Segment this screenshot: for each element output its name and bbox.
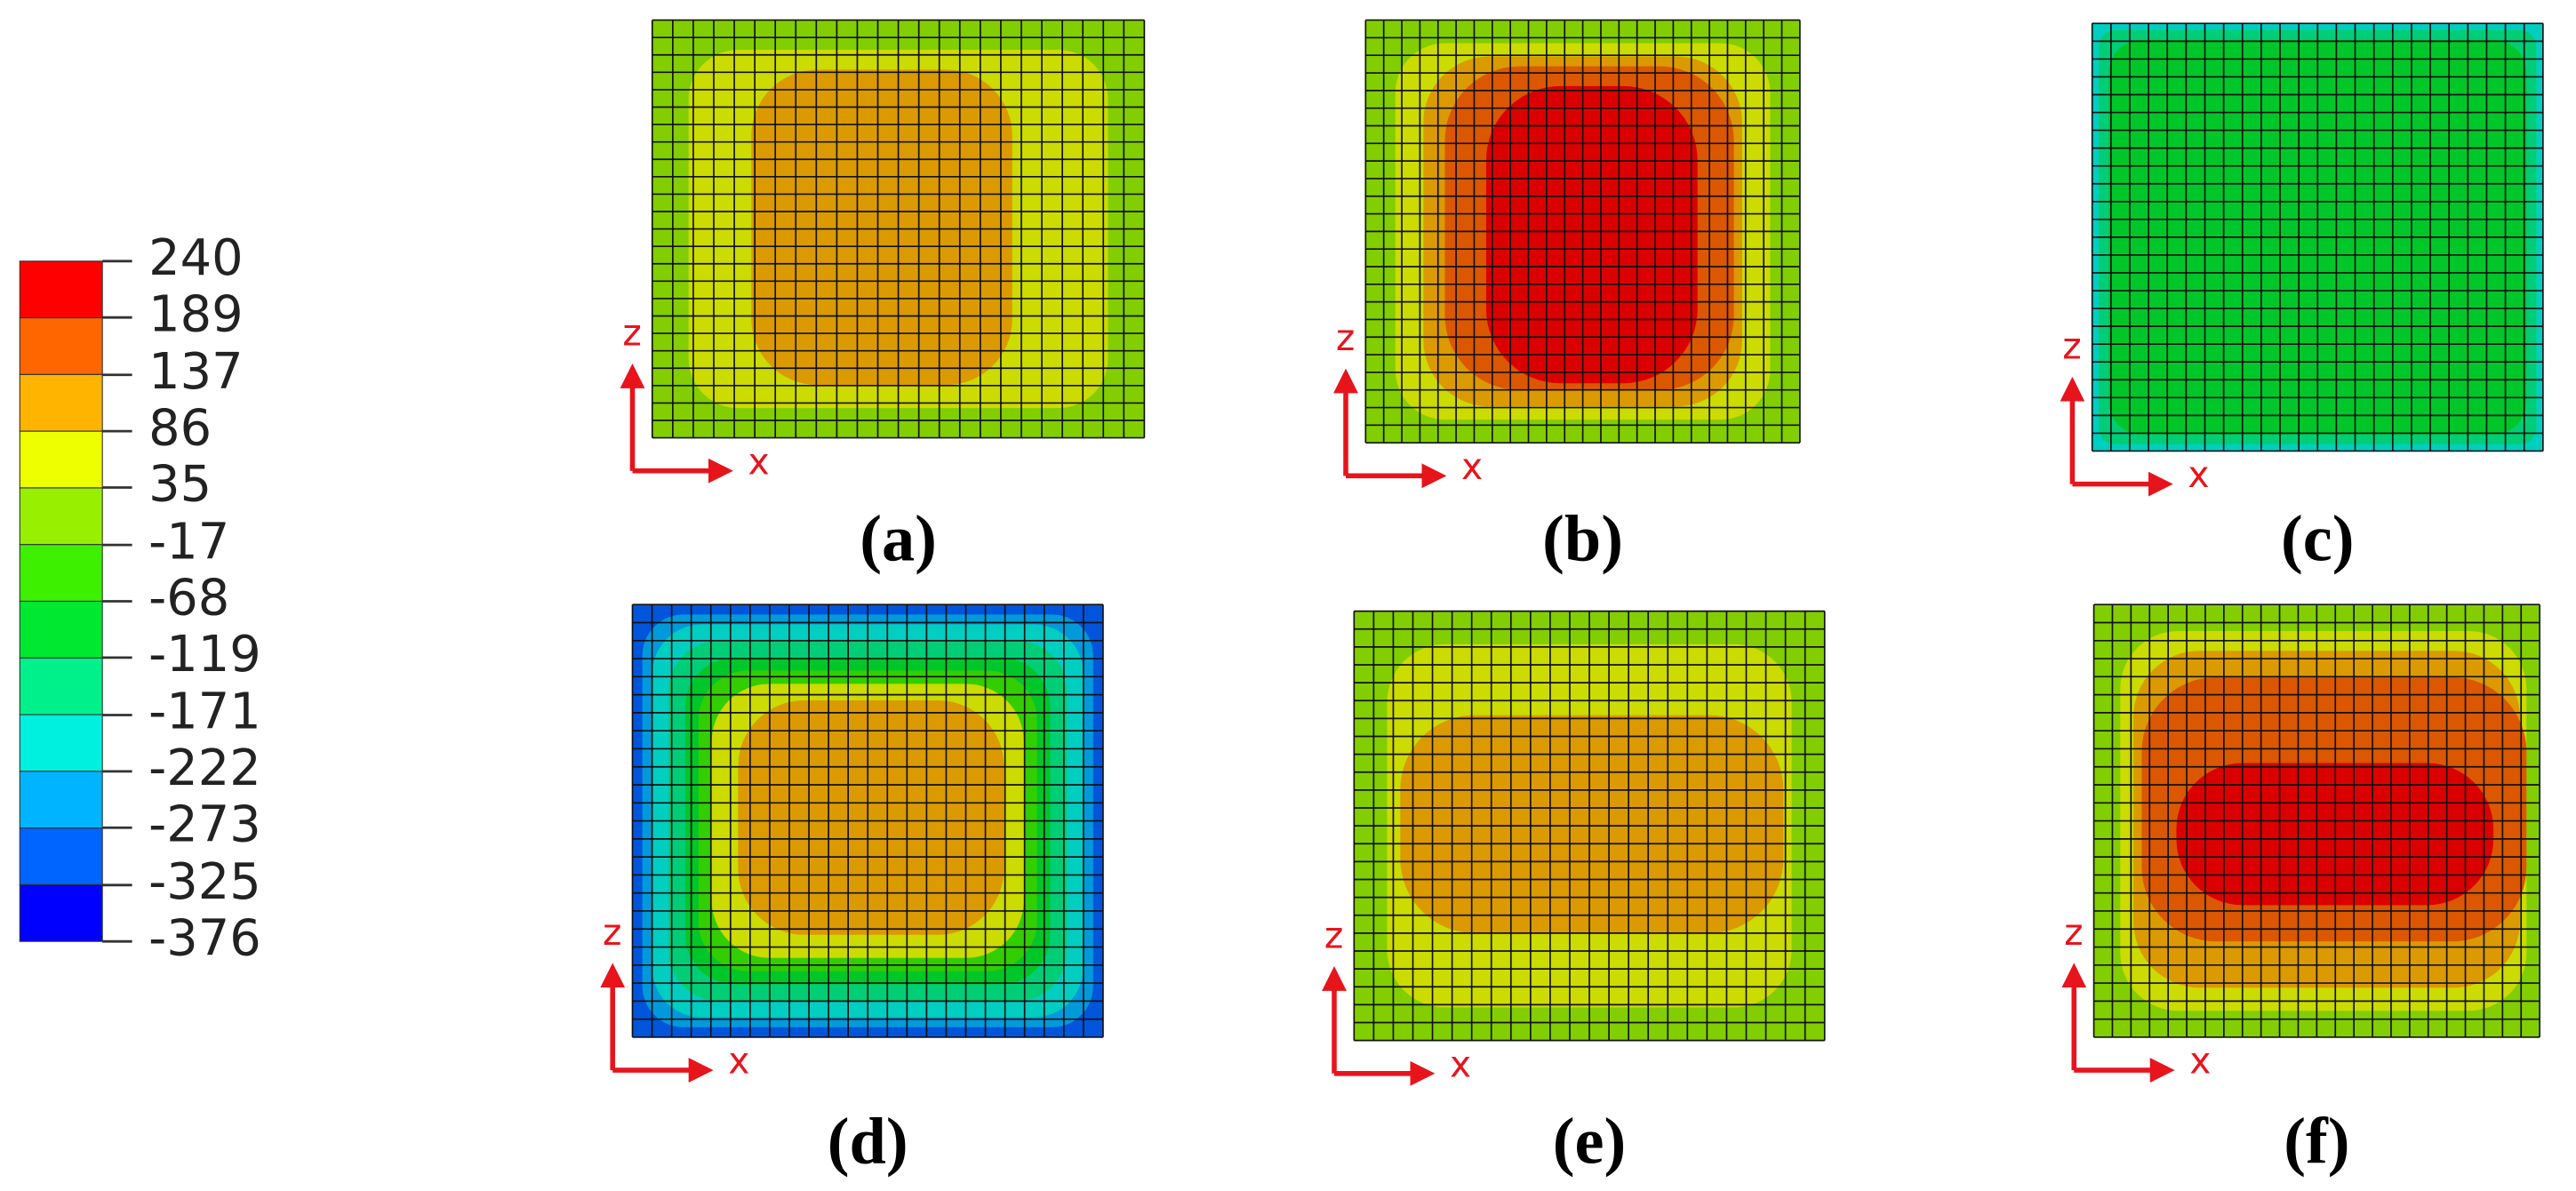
color-band bbox=[19, 883, 103, 942]
panel-label: (e) bbox=[1553, 1105, 1626, 1178]
tick-label: -119 bbox=[148, 626, 260, 683]
axis-label: x bbox=[748, 440, 770, 483]
tick-label: 86 bbox=[148, 399, 212, 457]
color-band bbox=[19, 373, 103, 432]
contour-region bbox=[738, 699, 1004, 935]
color-band bbox=[19, 430, 103, 489]
color-band bbox=[19, 260, 103, 319]
contour-panel bbox=[2092, 603, 2540, 1038]
axis-label: x bbox=[2189, 1040, 2211, 1083]
tick-label: -325 bbox=[148, 853, 260, 911]
axis-label: x bbox=[1461, 445, 1483, 488]
axis-label: z bbox=[603, 911, 621, 954]
tick-label: 240 bbox=[148, 229, 243, 287]
axis-label: z bbox=[1336, 316, 1355, 359]
color-band bbox=[19, 600, 103, 659]
tick-label: 35 bbox=[148, 456, 212, 514]
tick-label: 137 bbox=[148, 343, 243, 401]
tick-label: -222 bbox=[148, 739, 260, 797]
panel-label: (f) bbox=[2284, 1105, 2349, 1178]
axis-label: z bbox=[2062, 324, 2081, 367]
contour-panel bbox=[1364, 19, 1801, 444]
contour-panel bbox=[1353, 610, 1826, 1042]
axis-label: z bbox=[622, 311, 641, 354]
tick-label: -17 bbox=[148, 513, 229, 571]
axis-label: z bbox=[2064, 911, 2083, 954]
color-band bbox=[19, 827, 103, 885]
contour-panel bbox=[631, 603, 1104, 1038]
tick-label: -376 bbox=[148, 909, 260, 967]
tick-label: -273 bbox=[148, 795, 260, 853]
axis-label: z bbox=[1324, 914, 1343, 956]
panel-label: (c) bbox=[2281, 502, 2354, 575]
tick-label: -68 bbox=[148, 570, 229, 627]
panel-label: (d) bbox=[828, 1105, 908, 1178]
color-band bbox=[19, 771, 103, 829]
axis-label: x bbox=[2188, 453, 2209, 496]
axis-label: x bbox=[728, 1040, 749, 1083]
panel-label: (a) bbox=[860, 502, 937, 575]
tick-label: 189 bbox=[148, 285, 243, 343]
panel-label: (b) bbox=[1542, 502, 1623, 575]
color-band bbox=[19, 487, 103, 546]
color-band bbox=[19, 544, 103, 603]
contour-panel bbox=[651, 19, 1146, 439]
tick-label: -171 bbox=[148, 683, 260, 741]
color-band bbox=[19, 657, 103, 715]
axis-label: x bbox=[1450, 1043, 1471, 1085]
color-band bbox=[19, 317, 103, 375]
contour-panel bbox=[2091, 22, 2544, 452]
color-band bbox=[19, 714, 103, 772]
